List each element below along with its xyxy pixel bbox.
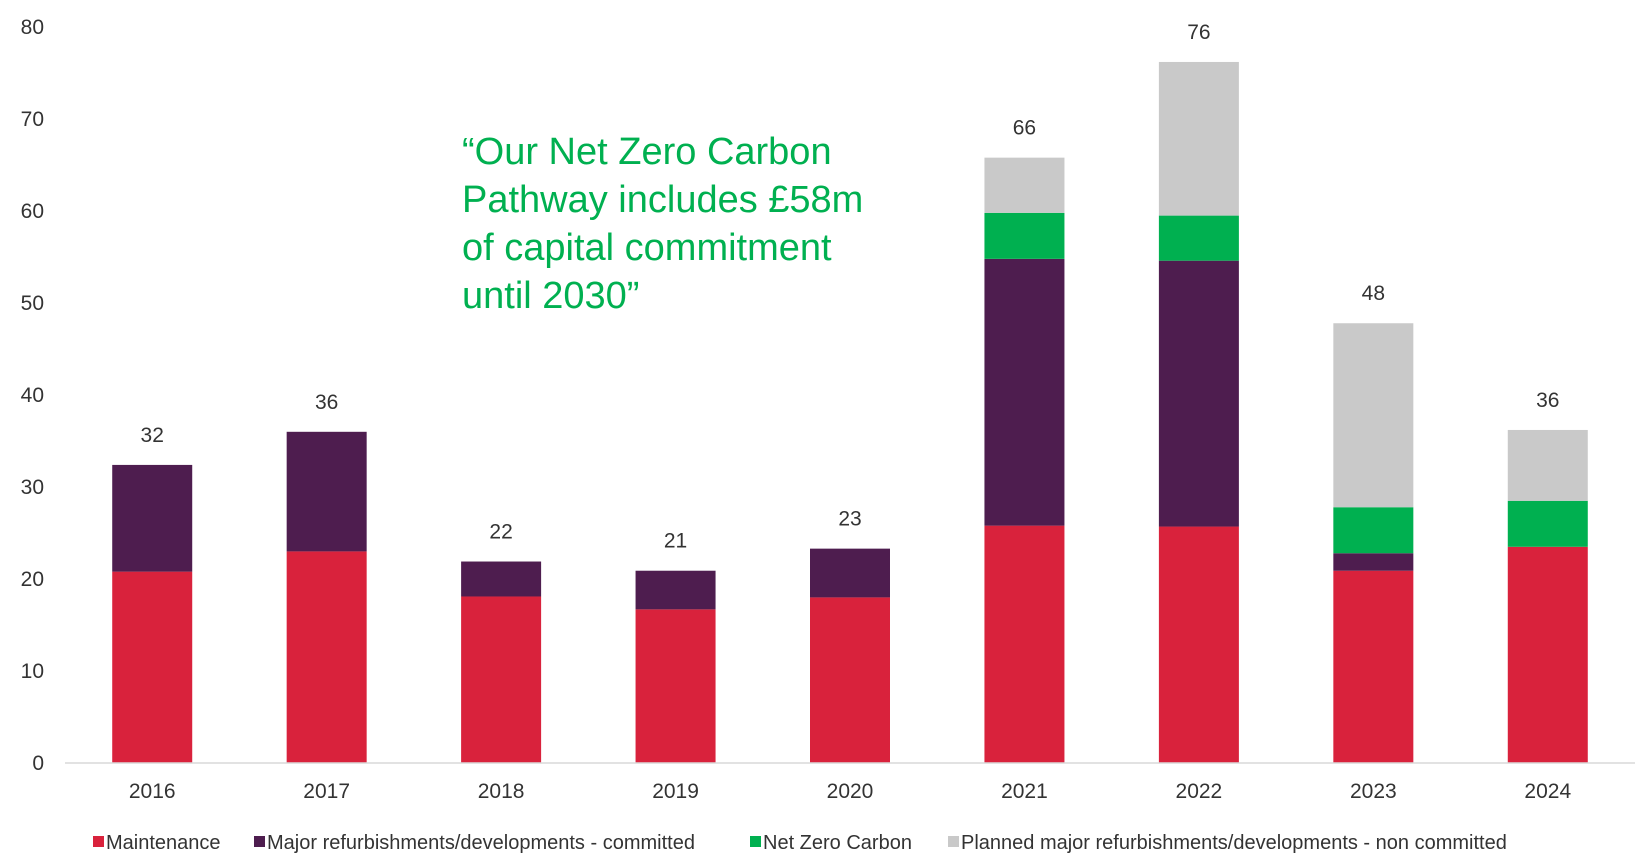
quote-line: until 2030” bbox=[462, 275, 640, 317]
bar-segment bbox=[1158, 61, 1239, 216]
bar-segment bbox=[461, 561, 542, 597]
legend-swatch bbox=[93, 836, 104, 847]
bar-total-label: 36 bbox=[1536, 389, 1559, 412]
bar-segment bbox=[810, 597, 890, 763]
bar-segment bbox=[1333, 570, 1414, 763]
bar-segment bbox=[1333, 507, 1414, 554]
bar-segment bbox=[984, 258, 1065, 526]
bar-segment bbox=[461, 596, 542, 763]
bar-segment bbox=[1158, 260, 1239, 527]
bar-total-label: 66 bbox=[1013, 117, 1036, 140]
y-tick-label: 20 bbox=[21, 568, 44, 591]
y-axis-ticks: 0 10 20 30 40 50 60 70 80 bbox=[21, 16, 44, 775]
y-tick-label: 80 bbox=[21, 16, 44, 39]
bar-total-label: 36 bbox=[315, 391, 338, 414]
x-axis-ticks: 2016 2017 2018 2019 2020 2021 2022 2023 2024 bbox=[129, 780, 1572, 803]
bar-segment bbox=[1158, 526, 1239, 763]
bar-total-labels: 32 36 22 21 23 66 76 48 36 bbox=[141, 21, 1560, 553]
legend-item: Maintenance bbox=[93, 832, 221, 854]
y-tick-label: 0 bbox=[32, 752, 44, 775]
bar-segment bbox=[1158, 215, 1239, 261]
legend-label: Major refurbishments/developments - comm… bbox=[267, 832, 695, 854]
bar-segment bbox=[1507, 546, 1588, 763]
x-tick-label: 2023 bbox=[1350, 780, 1397, 803]
bar-segment bbox=[984, 525, 1065, 763]
bar-total-label: 21 bbox=[664, 530, 687, 553]
y-tick-label: 30 bbox=[21, 476, 44, 499]
y-tick-label: 10 bbox=[21, 660, 44, 683]
bar-total-label: 48 bbox=[1362, 282, 1385, 305]
bar-total-label: 76 bbox=[1187, 21, 1210, 44]
x-tick-label: 2017 bbox=[303, 780, 350, 803]
x-tick-label: 2019 bbox=[652, 780, 699, 803]
bar-total-label: 23 bbox=[838, 508, 861, 531]
legend-swatch bbox=[254, 836, 265, 847]
x-tick-label: 2022 bbox=[1176, 780, 1223, 803]
bar-segment bbox=[810, 548, 890, 598]
y-tick-label: 40 bbox=[21, 384, 44, 407]
bars bbox=[112, 61, 1588, 763]
bar-segment bbox=[984, 157, 1065, 213]
x-tick-label: 2018 bbox=[478, 780, 525, 803]
bar-total-label: 32 bbox=[141, 424, 164, 447]
bar-segment bbox=[1333, 553, 1414, 571]
bar-segment bbox=[635, 609, 716, 763]
x-tick-label: 2021 bbox=[1001, 780, 1048, 803]
legend-item: Net Zero Carbon bbox=[750, 832, 912, 854]
bar-segment bbox=[1507, 429, 1588, 501]
y-tick-label: 60 bbox=[21, 200, 44, 223]
x-tick-label: 2020 bbox=[827, 780, 874, 803]
quote-line: Pathway includes £58m bbox=[462, 179, 864, 221]
bar-segment bbox=[1333, 323, 1414, 508]
bar-segment bbox=[286, 551, 367, 763]
x-tick-label: 2024 bbox=[1524, 780, 1571, 803]
quote-line: “Our Net Zero Carbon bbox=[462, 131, 832, 173]
legend: Maintenance Major refurbishments/developm… bbox=[93, 832, 1507, 854]
y-tick-label: 50 bbox=[21, 292, 44, 315]
legend-item: Major refurbishments/developments - comm… bbox=[254, 832, 695, 854]
bar-segment bbox=[112, 464, 193, 572]
legend-swatch bbox=[948, 836, 959, 847]
net-zero-quote-annotation: “Our Net Zero Carbon Pathway includes £5… bbox=[462, 128, 922, 320]
x-tick-label: 2016 bbox=[129, 780, 176, 803]
bar-segment bbox=[1507, 500, 1588, 547]
y-tick-label: 70 bbox=[21, 108, 44, 131]
legend-label: Planned major refurbishments/development… bbox=[961, 832, 1507, 854]
legend-swatch bbox=[750, 836, 761, 847]
legend-item: Planned major refurbishments/development… bbox=[948, 832, 1507, 854]
quote-line: of capital commitment bbox=[462, 227, 832, 269]
bar-segment bbox=[112, 571, 193, 763]
legend-label: Maintenance bbox=[106, 832, 221, 854]
bar-segment bbox=[635, 570, 716, 610]
bar-total-label: 22 bbox=[489, 521, 512, 544]
bar-segment bbox=[286, 431, 367, 552]
legend-label: Net Zero Carbon bbox=[763, 832, 912, 854]
bar-segment bbox=[984, 212, 1065, 259]
